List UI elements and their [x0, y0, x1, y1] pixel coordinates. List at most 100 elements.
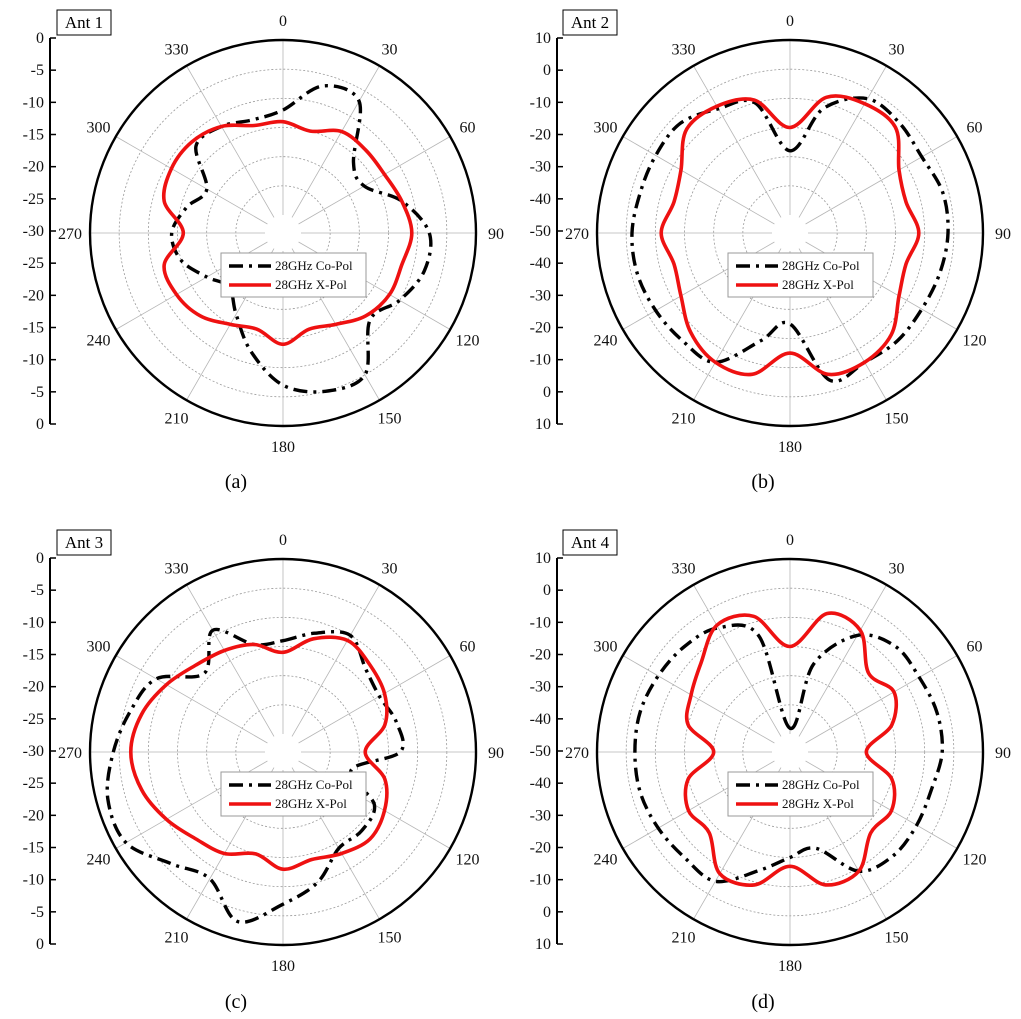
angle-tick-label: 300 — [594, 639, 618, 656]
angle-tick-label: 0 — [279, 532, 287, 549]
radial-tick-label: -15 — [23, 320, 44, 337]
radial-tick-label: -40 — [530, 775, 551, 792]
co-pol-curve — [630, 96, 950, 384]
grid-spoke — [798, 65, 887, 218]
polar-chart-ant-4: 0 30 60 90 120 150 180 210 240 270 300 330 10 0 -10 -20… — [530, 529, 1011, 1013]
radial-tick-label: -40 — [530, 191, 551, 208]
panel-label: Ant 1 — [65, 13, 103, 32]
radial-tick-label: -20 — [23, 679, 44, 696]
polar-chart-ant-3: 0 30 60 90 120 150 180 210 240 270 300 330 0 -5 -10 -15… — [23, 529, 504, 1013]
grid-spoke — [186, 584, 275, 737]
legend-x-pol-label: 28GHz X-Pol — [782, 277, 854, 292]
angle-tick-label: 30 — [889, 42, 905, 59]
angle-tick-label: 270 — [58, 226, 82, 243]
panel-caption: (d) — [751, 991, 774, 1013]
co-pol-curve — [633, 623, 945, 884]
angle-tick-label: 300 — [87, 639, 111, 656]
radial-tick-label: 0 — [543, 904, 551, 921]
outer-circle — [595, 557, 985, 947]
radial-tick-label: -30 — [530, 679, 551, 696]
angle-tick-label: 210 — [672, 929, 696, 946]
angle-tick-label: 120 — [962, 852, 986, 869]
panel-label-box — [56, 9, 112, 36]
radial-tick-label: -30 — [530, 159, 551, 176]
legend-x-pol-label: 28GHz X-Pol — [275, 277, 347, 292]
angle-tick-label: 120 — [962, 333, 986, 350]
panel-label: Ant 3 — [65, 533, 103, 552]
angle-tick-label: 60 — [459, 639, 475, 656]
angle-tick-label: 60 — [966, 120, 982, 137]
co-pol-curve — [169, 84, 433, 394]
outer-circle — [88, 557, 478, 947]
angle-tick-label: 270 — [565, 226, 589, 243]
legend-x-pol-label: 28GHz X-Pol — [782, 796, 854, 811]
grid-spoke — [298, 136, 451, 225]
radial-tick-label: -25 — [23, 191, 44, 208]
angle-tick-label: 330 — [672, 561, 696, 578]
radial-tick-label: -50 — [530, 743, 551, 760]
angle-tick-label: 150 — [378, 410, 402, 427]
legend-box — [727, 252, 874, 298]
radial-tick-label: -5 — [31, 904, 44, 921]
grid-spoke — [115, 136, 268, 225]
angle-tick-label: 0 — [279, 13, 287, 30]
radial-tick-label: -10 — [23, 614, 44, 631]
radial-tick-label: 0 — [36, 416, 44, 433]
angle-tick-label: 180 — [271, 958, 295, 975]
radial-tick-label: -50 — [530, 223, 551, 240]
angle-tick-label: 0 — [786, 532, 794, 549]
panel-label-box — [562, 9, 618, 36]
angle-tick-label: 210 — [165, 410, 189, 427]
panel-caption: (b) — [751, 471, 774, 493]
panel-label: Ant 4 — [571, 533, 610, 552]
legend-co-pol-label: 28GHz Co-Pol — [782, 258, 860, 273]
radial-tick-label: -25 — [23, 775, 44, 792]
radial-tick-label: -30 — [23, 223, 44, 240]
angle-tick-label: 270 — [58, 745, 82, 762]
grid-spoke — [115, 655, 268, 744]
radial-tick-label: -15 — [23, 647, 44, 664]
angle-tick-label: 180 — [271, 439, 295, 456]
radial-tick-label: -20 — [530, 840, 551, 857]
radial-tick-label: 0 — [543, 62, 551, 79]
angle-tick-label: 210 — [672, 410, 696, 427]
angle-tick-label: 330 — [672, 42, 696, 59]
grid-spoke — [291, 65, 380, 218]
radial-tick-label: 0 — [36, 936, 44, 953]
x-pol-curve — [161, 119, 414, 347]
radial-tick-label: 10 — [535, 936, 551, 953]
radial-tick-label: -15 — [23, 127, 44, 144]
grid-spoke — [693, 65, 782, 218]
angle-tick-label: 150 — [885, 929, 909, 946]
angle-tick-label: 150 — [378, 929, 402, 946]
panel-caption: (a) — [225, 471, 247, 493]
radial-tick-label: 0 — [543, 582, 551, 599]
angle-tick-label: 60 — [459, 120, 475, 137]
angle-tick-label: 300 — [594, 120, 618, 137]
grid-spoke — [291, 584, 380, 737]
radial-tick-label: 0 — [543, 384, 551, 401]
radial-tick-label: -10 — [23, 94, 44, 111]
angle-tick-label: 180 — [778, 958, 802, 975]
outer-circle — [595, 38, 985, 428]
angle-tick-label: 90 — [488, 226, 504, 243]
radial-tick-label: -20 — [530, 127, 551, 144]
grid-spoke — [186, 65, 275, 218]
legend-co-pol-label: 28GHz Co-Pol — [782, 777, 860, 792]
radial-tick-label: -30 — [23, 743, 44, 760]
radial-tick-label: 10 — [535, 416, 551, 433]
radial-tick-label: -5 — [31, 384, 44, 401]
radial-tick-label: 0 — [36, 30, 44, 47]
radial-tick-label: -25 — [23, 255, 44, 272]
radial-tick-label: -40 — [530, 255, 551, 272]
radial-tick-label: -10 — [530, 352, 551, 369]
legend-box — [220, 252, 367, 298]
legend-box — [220, 771, 367, 817]
radial-tick-label: -10 — [530, 94, 551, 111]
radial-tick-label: -20 — [23, 287, 44, 304]
radial-tick-label: 10 — [535, 30, 551, 47]
panel-caption: (c) — [225, 991, 247, 1013]
radial-tick-label: 0 — [36, 550, 44, 567]
angle-tick-label: 240 — [87, 852, 111, 869]
legend-x-pol-label: 28GHz X-Pol — [275, 796, 347, 811]
